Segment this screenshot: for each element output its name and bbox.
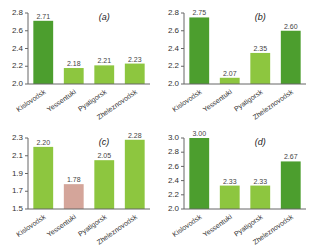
bar (125, 64, 145, 84)
y-tick-label: 2.3 (12, 133, 24, 142)
y-tick-label: 1.7 (12, 186, 24, 195)
y-tick-label: 2.4 (168, 44, 180, 53)
data-label: 2.05 (97, 152, 111, 159)
x-tick-label: Kislovodsk (15, 213, 47, 238)
bar (64, 184, 84, 209)
y-tick-label: 2.8 (168, 147, 180, 156)
figure: 2.0 2.2 2.4 2.6 2.8 2.71 2.18 2.21 2.23 Kislovods… (0, 0, 312, 250)
data-label: 2.07 (223, 70, 237, 77)
y-tick-label: 2.1 (12, 151, 24, 160)
bar (220, 186, 240, 209)
bar (250, 53, 270, 84)
x-axis (184, 84, 306, 85)
y-tick-label: 1.9 (12, 169, 24, 178)
data-label: 2.35 (253, 45, 267, 52)
data-label: 2.33 (253, 178, 267, 185)
data-label: 2.20 (36, 139, 50, 146)
x-tick-label: Yessentuki (46, 88, 78, 113)
data-label: 2.28 (128, 132, 142, 139)
y-tick-label: 2.8 (12, 8, 24, 17)
bars (33, 21, 144, 84)
y-tick-label: 1.5 (12, 204, 24, 213)
data-label: 2.21 (97, 57, 111, 64)
x-tick-label: Kislovodsk (171, 88, 203, 113)
bar (220, 78, 240, 84)
panel: 2.0 2.2 2.4 2.6 2.8 2.75 2.07 2.35 2.60 Kislovods… (168, 8, 306, 121)
bar (94, 65, 114, 84)
y-tick-label: 2.4 (168, 176, 180, 185)
data-label: 1.78 (67, 176, 81, 183)
bar (125, 140, 145, 209)
data-label: 2.75 (192, 9, 206, 16)
y-axis (184, 13, 185, 84)
y-tick-label: 2.0 (168, 204, 180, 213)
data-label: 2.67 (284, 153, 298, 160)
bars (189, 17, 300, 84)
data-label: 3.00 (192, 130, 206, 137)
bar (281, 161, 301, 209)
panel-title: (b) (255, 12, 266, 22)
bars (189, 138, 300, 209)
bar (94, 160, 114, 209)
x-tick-label: Zheleznovodsk (95, 88, 138, 121)
data-label: 2.23 (128, 56, 142, 63)
panel-title: (d) (255, 137, 266, 147)
y-axis (28, 13, 29, 84)
x-axis (28, 84, 150, 85)
y-tick-label: 3.0 (168, 133, 180, 142)
panel-title: (c) (99, 137, 110, 147)
bar (189, 17, 209, 84)
y-tick-label: 2.6 (12, 26, 24, 35)
panel-title: (a) (99, 12, 110, 22)
x-tick-label: Zheleznovodsk (251, 213, 294, 246)
x-tick-label: Yessentuki (202, 213, 234, 238)
y-tick-label: 2.4 (12, 44, 24, 53)
panel: 1.5 1.7 1.9 2.1 2.3 2.20 1.78 2.05 2.28 Kislovods… (12, 132, 150, 246)
x-axis (184, 209, 306, 210)
y-tick-label: 2.2 (168, 61, 180, 70)
y-tick-label: 2.6 (168, 26, 180, 35)
bar (33, 147, 53, 209)
x-tick-label: Zheleznovodsk (95, 213, 138, 246)
x-tick-label: Kislovodsk (171, 213, 203, 238)
x-tick-label: Zheleznovodsk (251, 88, 294, 121)
y-tick-label: 2.0 (12, 79, 24, 88)
data-label: 2.33 (223, 178, 237, 185)
data-label: 2.18 (67, 60, 81, 67)
data-label: 2.71 (36, 13, 50, 20)
bars (33, 140, 144, 209)
y-tick-label: 2.2 (168, 190, 180, 199)
bar (64, 68, 84, 84)
bar (33, 21, 53, 84)
y-tick-label: 2.8 (168, 8, 180, 17)
bar (281, 31, 301, 84)
y-tick-label: 2.2 (12, 61, 24, 70)
y-axis (184, 138, 185, 209)
y-tick-label: 2.0 (168, 79, 180, 88)
panel: 2.0 2.2 2.4 2.6 2.8 3.0 3.00 2.33 2.33 2.67 Kislov… (168, 130, 306, 246)
data-label: 2.60 (284, 23, 298, 30)
x-tick-label: Yessentuki (46, 213, 78, 238)
x-axis (28, 209, 150, 210)
panel: 2.0 2.2 2.4 2.6 2.8 2.71 2.18 2.21 2.23 Kislovods… (12, 8, 150, 121)
bar (189, 138, 209, 209)
y-axis (28, 138, 29, 209)
x-tick-label: Kislovodsk (15, 88, 47, 113)
bar (250, 186, 270, 209)
x-tick-label: Yessentuki (202, 88, 234, 113)
y-tick-label: 2.6 (168, 162, 180, 171)
